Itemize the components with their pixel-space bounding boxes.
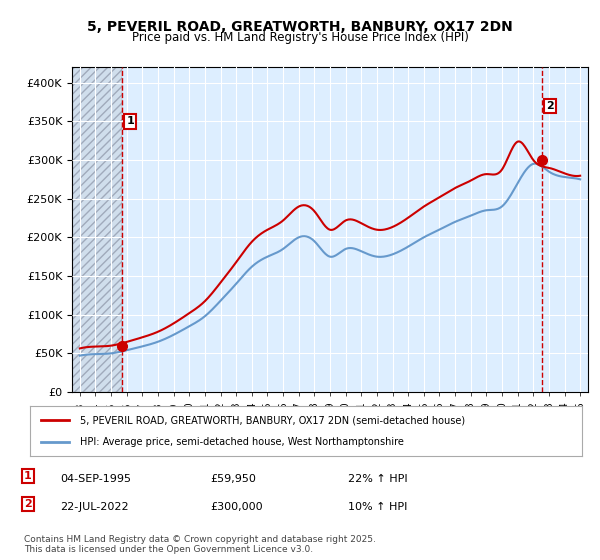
- Text: 1: 1: [126, 116, 134, 127]
- Text: Contains HM Land Registry data © Crown copyright and database right 2025.
This d: Contains HM Land Registry data © Crown c…: [24, 535, 376, 554]
- Text: 5, PEVERIL ROAD, GREATWORTH, BANBURY, OX17 2DN: 5, PEVERIL ROAD, GREATWORTH, BANBURY, OX…: [87, 20, 513, 34]
- Text: 2: 2: [547, 101, 554, 111]
- Text: 1: 1: [24, 471, 32, 481]
- Text: £59,950: £59,950: [210, 474, 256, 484]
- Text: 04-SEP-1995: 04-SEP-1995: [60, 474, 131, 484]
- Text: 10% ↑ HPI: 10% ↑ HPI: [348, 502, 407, 512]
- Text: 2: 2: [24, 499, 32, 509]
- Text: 22% ↑ HPI: 22% ↑ HPI: [348, 474, 407, 484]
- Text: Price paid vs. HM Land Registry's House Price Index (HPI): Price paid vs. HM Land Registry's House …: [131, 31, 469, 44]
- Text: 22-JUL-2022: 22-JUL-2022: [60, 502, 128, 512]
- Text: HPI: Average price, semi-detached house, West Northamptonshire: HPI: Average price, semi-detached house,…: [80, 437, 404, 447]
- Text: 5, PEVERIL ROAD, GREATWORTH, BANBURY, OX17 2DN (semi-detached house): 5, PEVERIL ROAD, GREATWORTH, BANBURY, OX…: [80, 415, 465, 425]
- Text: £300,000: £300,000: [210, 502, 263, 512]
